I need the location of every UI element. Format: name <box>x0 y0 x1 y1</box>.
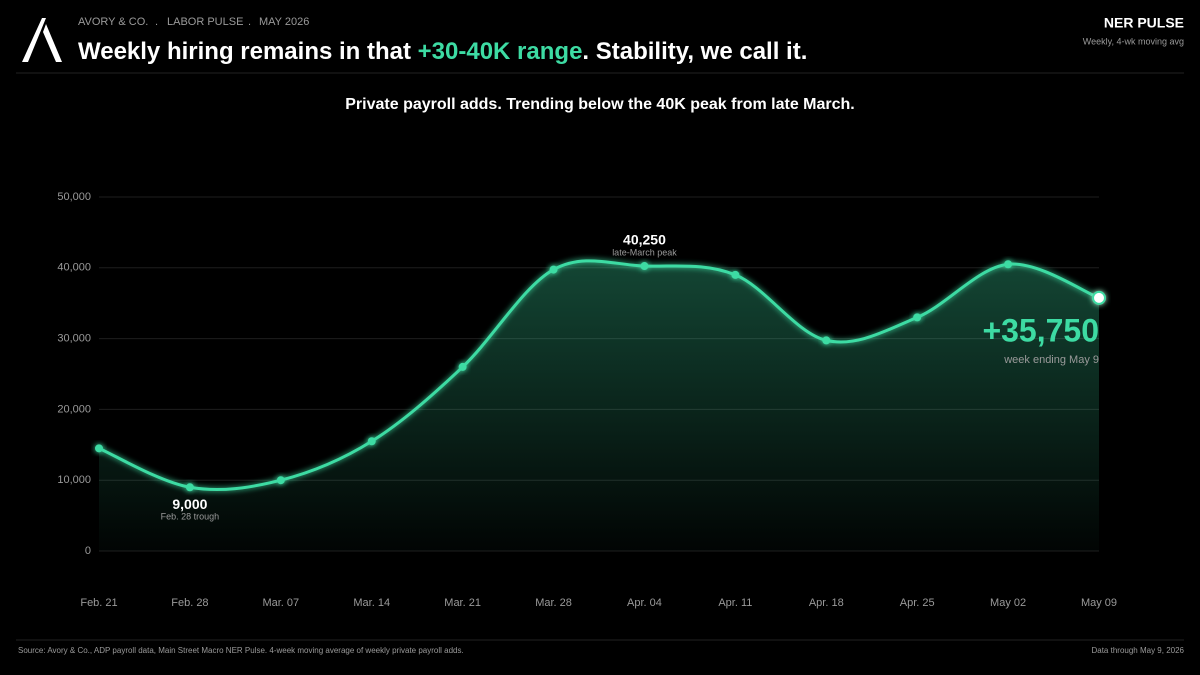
point <box>185 483 194 492</box>
headline: Weekly hiring remains in that +30-40K ra… <box>78 38 807 65</box>
x-tick-label: Apr. 25 <box>900 597 935 609</box>
line <box>98 259 1100 492</box>
point <box>822 336 831 345</box>
area <box>99 260 1099 551</box>
source: Source: Avory & Co., ADP payroll data, M… <box>18 646 464 655</box>
y-tick-label: 40,000 <box>57 262 91 274</box>
x-tick-label: Mar. 14 <box>353 597 390 609</box>
x-tick-label: Mar. 21 <box>444 597 481 609</box>
x-tick-label: May 09 <box>1081 597 1117 609</box>
headline-part: Weekly hiring remains in that <box>78 38 418 65</box>
breadcrumb: MAY 2026 <box>259 16 309 28</box>
breadcrumb: LABOR PULSE <box>167 16 243 28</box>
y-tick-label: 20,000 <box>57 403 91 415</box>
x-tick-label: Apr. 11 <box>718 597 752 609</box>
y-tick-label: 50,000 <box>57 191 91 203</box>
value-label: 9,000 <box>172 496 207 512</box>
point <box>1004 260 1013 269</box>
point <box>276 476 285 485</box>
x-tick-label: Mar. 28 <box>535 597 572 609</box>
y-tick-label: 10,000 <box>57 474 91 486</box>
separator: . <box>155 16 158 28</box>
chart-title: Private payroll adds. Trending below the… <box>345 96 854 113</box>
x-tick-label: Apr. 04 <box>627 597 662 609</box>
x-tick-label: Apr. 18 <box>809 597 844 609</box>
separator: . <box>248 16 251 28</box>
value-note: week ending May 9 <box>1003 354 1099 366</box>
x-tick-label: May 02 <box>990 597 1026 609</box>
value-note: Feb. 28 trough <box>161 512 220 522</box>
x-tick-label: Feb. 21 <box>80 597 117 609</box>
as-of: Data through May 9, 2026 <box>1091 646 1184 655</box>
point-current <box>1092 290 1106 305</box>
y-tick-label: 30,000 <box>57 333 91 345</box>
point <box>367 437 376 446</box>
x-tick-label: Mar. 07 <box>262 597 299 609</box>
point <box>549 265 558 274</box>
badge: NER PULSE <box>1104 15 1184 31</box>
point <box>913 313 922 322</box>
logo <box>22 18 62 62</box>
point <box>95 444 103 453</box>
breadcrumb: AVORY & CO. <box>78 16 148 28</box>
value-label: +35,750 <box>982 312 1099 348</box>
point <box>731 270 740 279</box>
value-label: 40,250 <box>623 232 666 248</box>
y-tick-label: 0 <box>85 545 91 557</box>
headline-part: . Stability, we call it. <box>582 38 807 65</box>
point <box>458 362 467 371</box>
x-tick-label: Feb. 28 <box>171 597 208 609</box>
badge-subtitle: Weekly, 4-wk moving avg <box>1083 36 1184 46</box>
point <box>640 262 649 271</box>
headline-highlight: +30-40K range <box>418 38 583 65</box>
value-note: late-March peak <box>612 247 677 257</box>
